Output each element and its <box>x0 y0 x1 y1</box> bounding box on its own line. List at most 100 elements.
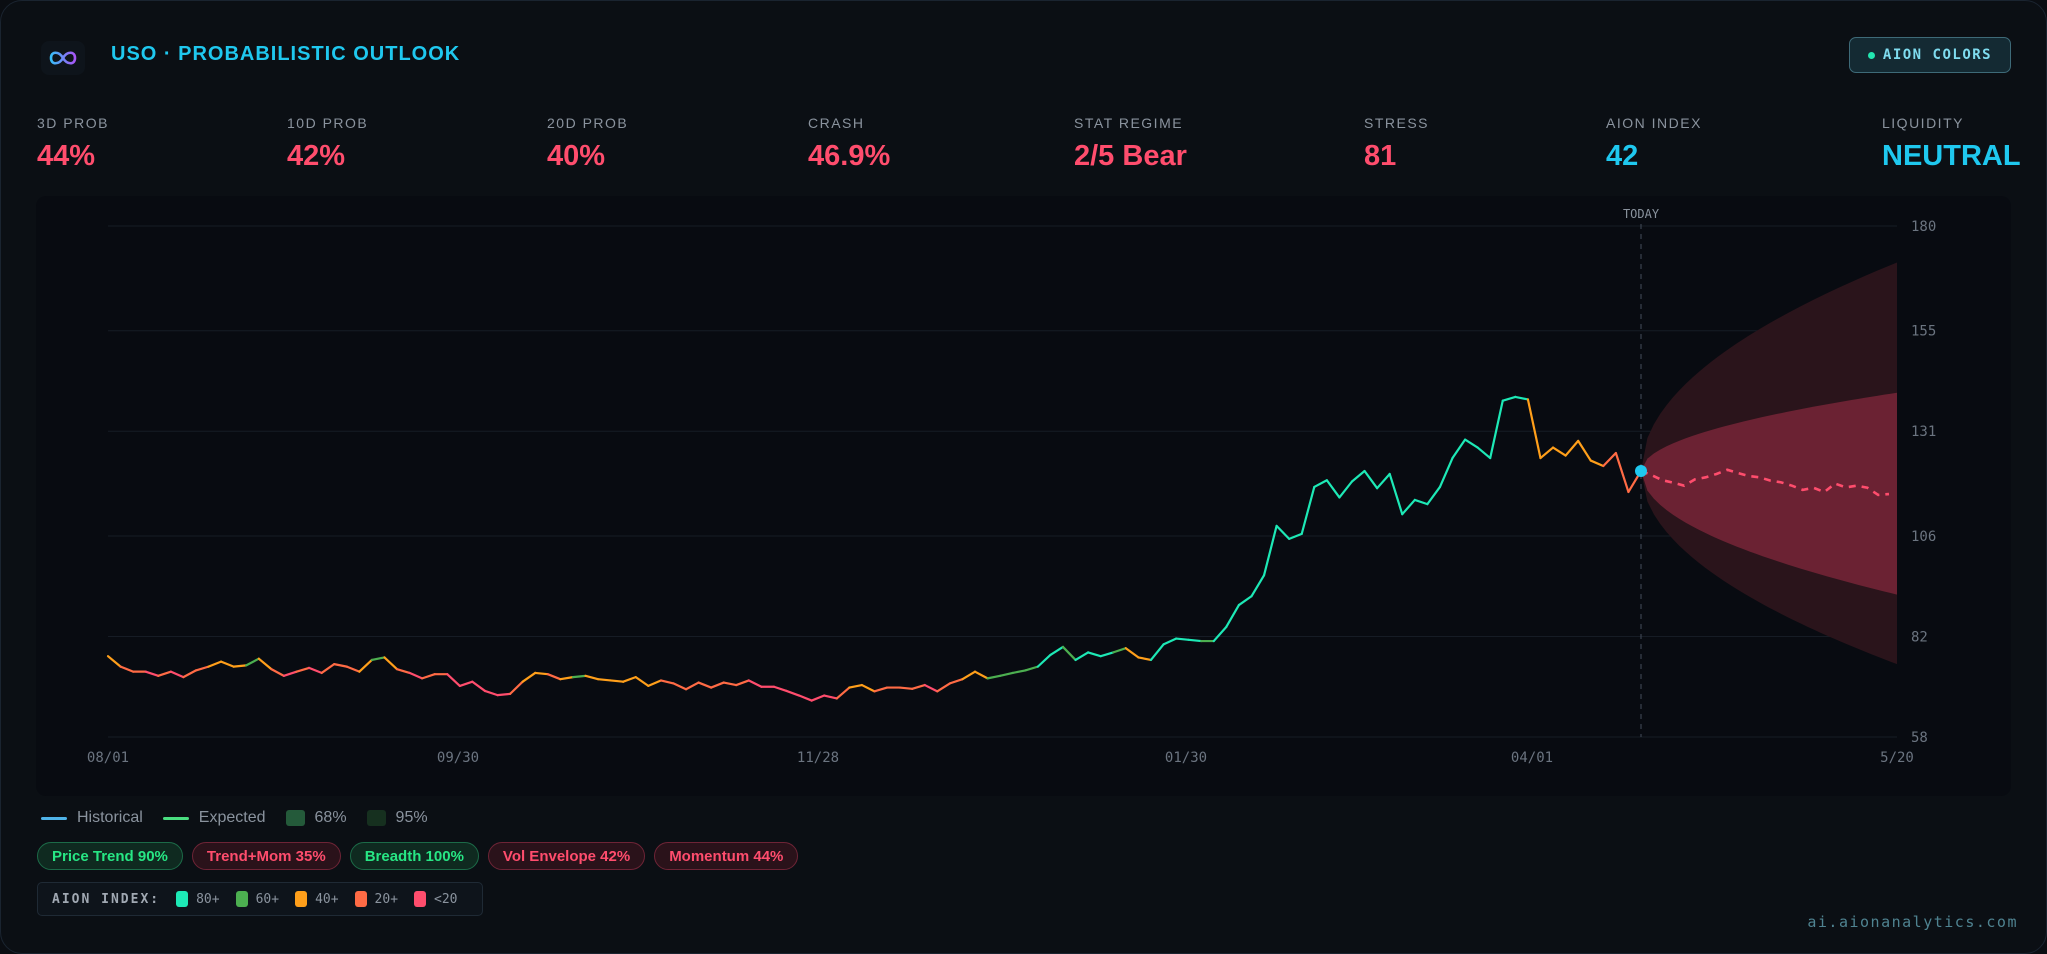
aion-level-swatch <box>414 891 427 907</box>
historical-segment <box>785 689 801 697</box>
historical-segment <box>1300 485 1316 535</box>
historical-segment <box>1024 665 1039 672</box>
historical-segment <box>1187 638 1203 643</box>
historical-segment <box>1124 647 1140 659</box>
historical-segment <box>1564 439 1580 457</box>
historical-segment <box>395 668 411 675</box>
stat-label: STRESS <box>1364 115 1430 131</box>
aion-level-swatch <box>354 891 367 907</box>
aion-colors-label: AION COLORS <box>1882 47 1993 63</box>
historical-segment <box>559 676 575 681</box>
historical-segment <box>1376 472 1391 490</box>
signal-chip: Breadth 100% <box>349 842 479 870</box>
historical-segment <box>144 670 160 677</box>
historical-segment <box>1426 485 1442 506</box>
historical-segment <box>584 674 600 681</box>
y-tick-label: 106 <box>1911 529 1936 545</box>
legend-swatch <box>366 810 386 826</box>
stat-value: 2/5 Bear <box>1074 140 1187 172</box>
expected-path <box>1640 468 1890 497</box>
legend-label: Expected <box>198 809 266 826</box>
legend-item: Historical <box>41 809 143 827</box>
legend-item: Expected <box>162 809 266 827</box>
historical-segment <box>710 681 725 689</box>
legend-swatch <box>41 816 67 820</box>
historical-segment <box>684 681 700 691</box>
historical-segment <box>270 668 286 677</box>
historical-segment <box>1036 653 1052 668</box>
historical-segment <box>1275 524 1291 540</box>
legend-label: 68% <box>314 809 347 826</box>
stat-value: 40% <box>547 140 606 172</box>
historical-segment <box>835 686 851 700</box>
historical-segment <box>496 692 512 697</box>
historical-segment <box>1162 637 1178 646</box>
aion-colors-button[interactable]: AION COLORS <box>1849 37 2011 73</box>
historical-segment <box>1338 480 1354 499</box>
historical-segment <box>119 665 135 673</box>
probability-chart: 180 155 131 106 82 58 08/01 09/30 11/28 01/30 04/0… <box>87 207 1936 766</box>
historical-segment <box>622 676 637 683</box>
historical-segment <box>747 679 763 688</box>
historical-segment <box>1401 498 1416 516</box>
historical-segment <box>232 664 248 668</box>
stat-20d-prob: 20D PROB 40% <box>547 115 628 173</box>
infinity-icon <box>41 41 85 75</box>
y-tick-label: 180 <box>1911 219 1936 235</box>
historical-segment <box>999 671 1014 677</box>
historical-segment <box>1501 395 1517 402</box>
legend-swatch <box>162 816 189 820</box>
stat-label: AION INDEX <box>1606 115 1702 131</box>
historical-segment <box>106 655 122 668</box>
x-tick-label: 04/01 <box>1511 750 1553 766</box>
historical-segment <box>1551 446 1567 457</box>
historical-segment <box>961 670 977 681</box>
historical-segment <box>245 657 260 667</box>
historical-segment <box>735 679 750 687</box>
historical-segment <box>421 673 436 680</box>
historical-segment <box>1602 451 1617 468</box>
historical-segment <box>1539 446 1555 460</box>
historical-segment <box>1112 647 1127 654</box>
historical-segment <box>483 689 499 697</box>
historical-segment <box>722 681 738 687</box>
historical-segment <box>659 679 675 685</box>
historical-segment <box>609 679 625 683</box>
historical-segment <box>672 682 688 691</box>
stat-label: LIQUIDITY <box>1882 115 1964 131</box>
y-tick-label: 155 <box>1911 324 1936 340</box>
historical-segment <box>1099 651 1115 658</box>
historical-segment <box>370 656 386 662</box>
historical-segment <box>345 665 361 673</box>
historical-segment <box>1250 574 1266 598</box>
x-tick-label: 11/28 <box>797 750 839 766</box>
historical-segment <box>898 686 914 690</box>
historical-segment <box>1388 472 1404 516</box>
historical-segment <box>936 682 951 693</box>
historical-segment <box>1074 651 1090 662</box>
historical-segment <box>1325 479 1341 499</box>
historical-segment <box>1049 645 1065 657</box>
footer-url[interactable]: ai.aionanalytics.com <box>1807 913 2018 931</box>
historical-segment <box>1225 603 1241 628</box>
signal-chips: Price Trend 90% Trend+Mom 35% Breadth 100%… <box>37 842 799 870</box>
historical-segment <box>295 666 311 673</box>
historical-segment <box>257 657 273 671</box>
x-tick-label: 09/30 <box>437 750 479 766</box>
historical-segment <box>1526 398 1542 460</box>
historical-segment <box>923 683 939 693</box>
historical-segment <box>697 681 713 689</box>
historical-segment <box>358 658 373 673</box>
legend-item: 68% <box>285 809 347 827</box>
historical-segment <box>1463 438 1479 449</box>
aion-level-label: 40+ <box>315 891 339 907</box>
historical-segment <box>798 694 813 702</box>
historical-segment <box>1451 438 1467 460</box>
historical-segment <box>1514 395 1530 401</box>
historical-segment <box>634 676 650 687</box>
historical-segment <box>1288 532 1303 540</box>
historical-segment <box>207 660 223 668</box>
stat-stress: STRESS 81 <box>1364 115 1429 173</box>
signal-chip: Momentum 44% <box>654 842 799 870</box>
aion-level-swatch <box>176 891 189 907</box>
